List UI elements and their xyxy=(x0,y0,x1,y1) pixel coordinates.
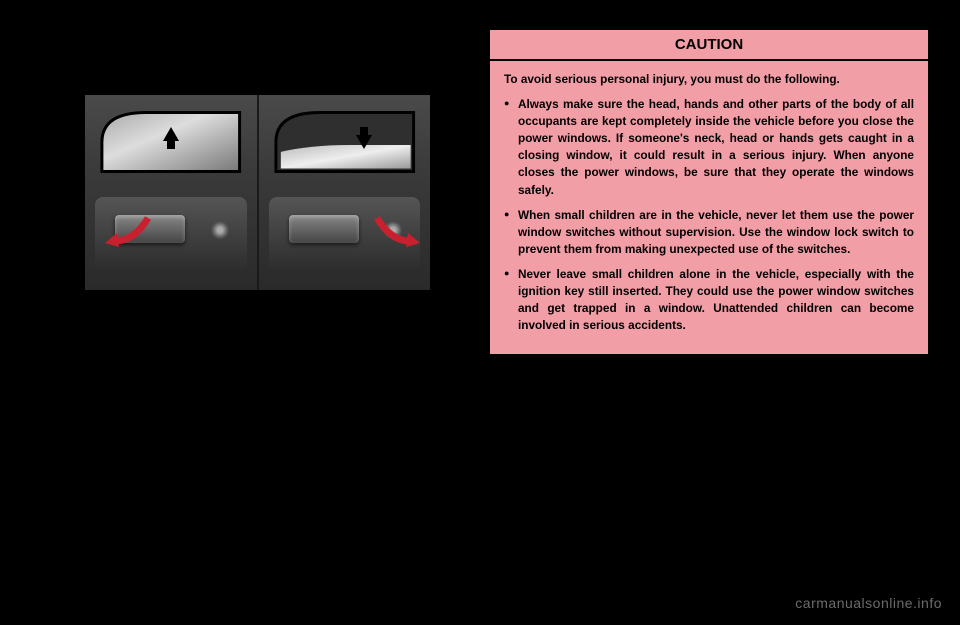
caution-bullet: Always make sure the head, hands and oth… xyxy=(504,96,914,199)
right-column: CAUTION To avoid serious personal injury… xyxy=(480,0,960,625)
open-window-panel xyxy=(259,95,431,290)
key-turn-ccw-arrow-icon xyxy=(103,213,153,248)
window-frame-left xyxy=(97,107,245,177)
key-turn-cw-arrow-icon xyxy=(372,213,422,248)
caution-intro: To avoid serious personal injury, you mu… xyxy=(504,71,914,88)
window-frame-right xyxy=(271,107,419,177)
caution-box: CAUTION To avoid serious personal injury… xyxy=(488,28,930,356)
window-up-arrow-icon xyxy=(163,127,179,141)
caution-header: CAUTION xyxy=(490,30,928,61)
door-handle-right xyxy=(289,215,359,243)
caution-bullet: Never leave small children alone in the … xyxy=(504,266,914,334)
caution-bullet: When small children are in the vehicle, … xyxy=(504,207,914,258)
window-shape-right xyxy=(271,107,419,177)
left-column xyxy=(0,0,480,625)
manual-page: CAUTION To avoid serious personal injury… xyxy=(0,0,960,625)
caution-body: To avoid serious personal injury, you mu… xyxy=(490,61,928,354)
keyhole-left xyxy=(211,221,229,239)
watermark-text: carmanualsonline.info xyxy=(795,595,942,611)
window-down-arrow-icon xyxy=(356,135,372,149)
window-key-operation-figure xyxy=(85,95,430,290)
caution-list: Always make sure the head, hands and oth… xyxy=(504,96,914,334)
close-window-panel xyxy=(85,95,257,290)
